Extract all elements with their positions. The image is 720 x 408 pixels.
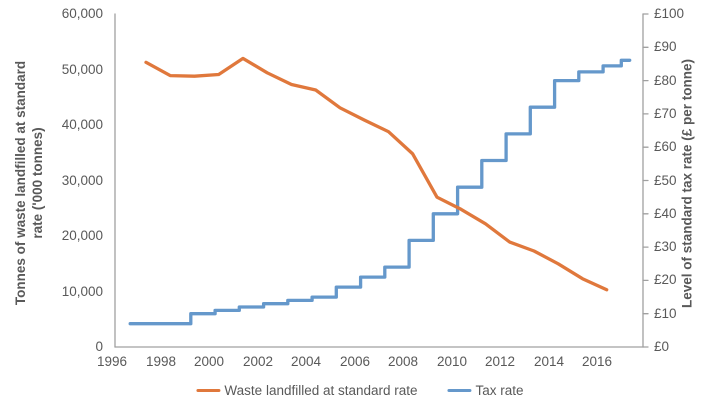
- right-axis-tick-marks: [642, 13, 649, 348]
- x-axis-tick-label: 2006: [339, 354, 371, 369]
- legend: Waste landfilled at standard rate Tax ra…: [196, 383, 524, 398]
- y-axis-right-tick-label: £70: [654, 106, 677, 121]
- x-axis-tick-label: 2012: [484, 354, 516, 369]
- legend-label-tax: Tax rate: [475, 383, 524, 398]
- tax-rate-step-path: [128, 58, 632, 326]
- y-axis-right-tick-label: £60: [654, 139, 677, 154]
- left-y-axis-title-line1: Tonnes of waste landfilled at standard: [13, 60, 28, 306]
- x-axis-tick-label: 2014: [533, 354, 565, 369]
- x-axis-tick-label: 2004: [290, 354, 322, 369]
- x-axis-tick-label: 1996: [96, 354, 128, 369]
- y-axis-left-tick-label: 60,000: [61, 6, 103, 21]
- y-axis-left-tick-label: 50,000: [61, 62, 103, 77]
- y-axis-left-tick-label: 40,000: [61, 117, 103, 132]
- x-axis-tick-label: 2000: [193, 354, 225, 369]
- x-axis-tick-label: 1998: [145, 354, 177, 369]
- waste-line-path: [144, 56, 609, 292]
- y-axis-right-tick-label: £80: [654, 73, 677, 88]
- y-axis-right-tick-label: £10: [654, 306, 677, 321]
- x-axis-tick-label: 2002: [242, 354, 274, 369]
- legend-label-waste: Waste landfilled at standard rate: [224, 383, 418, 398]
- left-y-axis-title: Tonnes of waste landfilled at standard r…: [12, 0, 46, 383]
- y-axis-right-tick-label: £40: [654, 206, 677, 221]
- waste-line-swatch-icon: [196, 388, 221, 393]
- y-axis-right-tick-label: £30: [654, 239, 677, 254]
- y-axis-right-tick-label: £100: [654, 6, 685, 21]
- left-y-axis-title-line2: rate ('000 tonnes): [30, 127, 45, 239]
- y-axis-right-tick-label: £90: [654, 39, 677, 54]
- y-axis-right-tick-label: £20: [654, 272, 677, 287]
- legend-item-waste: Waste landfilled at standard rate: [196, 383, 418, 398]
- y-axis-left-tick-label: 0: [95, 339, 103, 354]
- tax-line-swatch-icon: [447, 388, 472, 393]
- legend-item-tax: Tax rate: [447, 383, 524, 398]
- y-axis-right-tick-label: £0: [654, 339, 670, 354]
- right-y-axis-title: Level of standard tax rate (£ per tonne): [679, 58, 695, 309]
- x-axis-tick-label: 2016: [581, 354, 613, 369]
- y-axis-left-tick-label: 30,000: [61, 173, 103, 188]
- y-axis-right-tick-label: £50: [654, 173, 677, 188]
- x-axis-tick-label: 2008: [387, 354, 419, 369]
- y-axis-left-tick-label: 10,000: [61, 284, 103, 299]
- x-axis-tick-label: 2010: [436, 354, 468, 369]
- y-axis-left-tick-label: 20,000: [61, 228, 103, 243]
